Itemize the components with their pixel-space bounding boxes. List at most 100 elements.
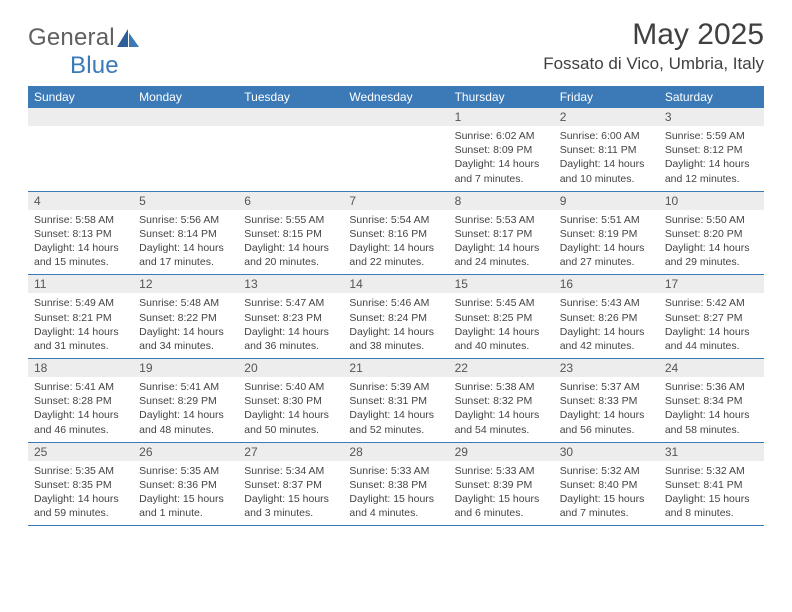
calendar-page: GeneralBlue May 2025 Fossato di Vico, Um… bbox=[0, 0, 792, 526]
day-cell: Sunrise: 5:49 AMSunset: 8:21 PMDaylight:… bbox=[28, 293, 133, 358]
day-cell bbox=[238, 126, 343, 191]
day-cell: Sunrise: 5:35 AMSunset: 8:36 PMDaylight:… bbox=[133, 461, 238, 526]
day-number: 8 bbox=[449, 192, 554, 210]
day-number: 14 bbox=[343, 275, 448, 293]
day-cell: Sunrise: 5:39 AMSunset: 8:31 PMDaylight:… bbox=[343, 377, 448, 442]
daylight-text: Daylight: 14 hours and 46 minutes. bbox=[34, 408, 127, 436]
sunset-text: Sunset: 8:19 PM bbox=[560, 227, 653, 241]
sunset-text: Sunset: 8:25 PM bbox=[455, 311, 548, 325]
daylight-text: Daylight: 15 hours and 6 minutes. bbox=[455, 492, 548, 520]
brand-part2: Blue bbox=[70, 52, 119, 79]
daylight-text: Daylight: 15 hours and 3 minutes. bbox=[244, 492, 337, 520]
day-cell: Sunrise: 5:48 AMSunset: 8:22 PMDaylight:… bbox=[133, 293, 238, 358]
day-cell: Sunrise: 5:55 AMSunset: 8:15 PMDaylight:… bbox=[238, 210, 343, 275]
weekday-header: Monday bbox=[133, 86, 238, 108]
day-number: 13 bbox=[238, 275, 343, 293]
daylight-text: Daylight: 15 hours and 8 minutes. bbox=[665, 492, 758, 520]
day-number: 6 bbox=[238, 192, 343, 210]
day-number: 7 bbox=[343, 192, 448, 210]
sunrise-text: Sunrise: 5:51 AM bbox=[560, 213, 653, 227]
day-number: 15 bbox=[449, 275, 554, 293]
day-number: 22 bbox=[449, 359, 554, 377]
day-cell: Sunrise: 6:00 AMSunset: 8:11 PMDaylight:… bbox=[554, 126, 659, 191]
daylight-text: Daylight: 14 hours and 59 minutes. bbox=[34, 492, 127, 520]
sunrise-text: Sunrise: 5:36 AM bbox=[665, 380, 758, 394]
sunrise-text: Sunrise: 5:47 AM bbox=[244, 296, 337, 310]
day-number: 27 bbox=[238, 443, 343, 461]
daylight-text: Daylight: 14 hours and 10 minutes. bbox=[560, 157, 653, 185]
day-cell: Sunrise: 5:41 AMSunset: 8:29 PMDaylight:… bbox=[133, 377, 238, 442]
daylight-text: Daylight: 14 hours and 20 minutes. bbox=[244, 241, 337, 269]
sunset-text: Sunset: 8:15 PM bbox=[244, 227, 337, 241]
daylight-text: Daylight: 14 hours and 40 minutes. bbox=[455, 325, 548, 353]
sunrise-text: Sunrise: 5:34 AM bbox=[244, 464, 337, 478]
day-cell: Sunrise: 5:37 AMSunset: 8:33 PMDaylight:… bbox=[554, 377, 659, 442]
sunset-text: Sunset: 8:27 PM bbox=[665, 311, 758, 325]
sunrise-text: Sunrise: 5:42 AM bbox=[665, 296, 758, 310]
sunrise-text: Sunrise: 5:33 AM bbox=[455, 464, 548, 478]
sunset-text: Sunset: 8:31 PM bbox=[349, 394, 442, 408]
day-cell: Sunrise: 5:45 AMSunset: 8:25 PMDaylight:… bbox=[449, 293, 554, 358]
sunset-text: Sunset: 8:16 PM bbox=[349, 227, 442, 241]
calendar-week: 45678910Sunrise: 5:58 AMSunset: 8:13 PMD… bbox=[28, 192, 764, 276]
day-cell: Sunrise: 5:33 AMSunset: 8:38 PMDaylight:… bbox=[343, 461, 448, 526]
sunset-text: Sunset: 8:09 PM bbox=[455, 143, 548, 157]
sunset-text: Sunset: 8:36 PM bbox=[139, 478, 232, 492]
location-text: Fossato di Vico, Umbria, Italy bbox=[543, 54, 764, 74]
day-number: 29 bbox=[449, 443, 554, 461]
sunset-text: Sunset: 8:40 PM bbox=[560, 478, 653, 492]
daylight-text: Daylight: 14 hours and 52 minutes. bbox=[349, 408, 442, 436]
day-cell: Sunrise: 5:47 AMSunset: 8:23 PMDaylight:… bbox=[238, 293, 343, 358]
sunset-text: Sunset: 8:29 PM bbox=[139, 394, 232, 408]
day-number: 1 bbox=[449, 108, 554, 126]
sunrise-text: Sunrise: 5:35 AM bbox=[139, 464, 232, 478]
day-number: 28 bbox=[343, 443, 448, 461]
day-number: 26 bbox=[133, 443, 238, 461]
day-number: 10 bbox=[659, 192, 764, 210]
day-number: 18 bbox=[28, 359, 133, 377]
daylight-text: Daylight: 14 hours and 31 minutes. bbox=[34, 325, 127, 353]
day-cell: Sunrise: 5:35 AMSunset: 8:35 PMDaylight:… bbox=[28, 461, 133, 526]
sunset-text: Sunset: 8:26 PM bbox=[560, 311, 653, 325]
sunrise-text: Sunrise: 5:43 AM bbox=[560, 296, 653, 310]
sunrise-text: Sunrise: 5:39 AM bbox=[349, 380, 442, 394]
calendar-week: 18192021222324Sunrise: 5:41 AMSunset: 8:… bbox=[28, 359, 764, 443]
weekday-header-row: Sunday Monday Tuesday Wednesday Thursday… bbox=[28, 86, 764, 108]
day-cell: Sunrise: 5:43 AMSunset: 8:26 PMDaylight:… bbox=[554, 293, 659, 358]
day-number: 21 bbox=[343, 359, 448, 377]
sunset-text: Sunset: 8:17 PM bbox=[455, 227, 548, 241]
day-number bbox=[28, 108, 133, 126]
month-title: May 2025 bbox=[543, 18, 764, 52]
daylight-text: Daylight: 14 hours and 29 minutes. bbox=[665, 241, 758, 269]
sail-icon bbox=[117, 29, 139, 47]
sunrise-text: Sunrise: 5:35 AM bbox=[34, 464, 127, 478]
weekday-header: Thursday bbox=[449, 86, 554, 108]
sunrise-text: Sunrise: 5:41 AM bbox=[139, 380, 232, 394]
day-cell: Sunrise: 5:59 AMSunset: 8:12 PMDaylight:… bbox=[659, 126, 764, 191]
day-cell: Sunrise: 5:32 AMSunset: 8:40 PMDaylight:… bbox=[554, 461, 659, 526]
day-number: 30 bbox=[554, 443, 659, 461]
calendar-grid: Sunday Monday Tuesday Wednesday Thursday… bbox=[28, 86, 764, 526]
day-cell: Sunrise: 5:56 AMSunset: 8:14 PMDaylight:… bbox=[133, 210, 238, 275]
daylight-text: Daylight: 14 hours and 15 minutes. bbox=[34, 241, 127, 269]
calendar-week: 11121314151617Sunrise: 5:49 AMSunset: 8:… bbox=[28, 275, 764, 359]
daylight-text: Daylight: 15 hours and 4 minutes. bbox=[349, 492, 442, 520]
daylight-text: Daylight: 14 hours and 48 minutes. bbox=[139, 408, 232, 436]
daylight-text: Daylight: 14 hours and 56 minutes. bbox=[560, 408, 653, 436]
day-cell bbox=[133, 126, 238, 191]
sunrise-text: Sunrise: 5:40 AM bbox=[244, 380, 337, 394]
day-number: 20 bbox=[238, 359, 343, 377]
sunrise-text: Sunrise: 5:32 AM bbox=[560, 464, 653, 478]
sunrise-text: Sunrise: 5:33 AM bbox=[349, 464, 442, 478]
day-number: 4 bbox=[28, 192, 133, 210]
sunset-text: Sunset: 8:28 PM bbox=[34, 394, 127, 408]
sunset-text: Sunset: 8:13 PM bbox=[34, 227, 127, 241]
daylight-text: Daylight: 14 hours and 7 minutes. bbox=[455, 157, 548, 185]
sunrise-text: Sunrise: 5:50 AM bbox=[665, 213, 758, 227]
day-cell bbox=[28, 126, 133, 191]
daylight-text: Daylight: 14 hours and 38 minutes. bbox=[349, 325, 442, 353]
daylight-text: Daylight: 14 hours and 27 minutes. bbox=[560, 241, 653, 269]
daylight-text: Daylight: 14 hours and 42 minutes. bbox=[560, 325, 653, 353]
daylight-text: Daylight: 14 hours and 34 minutes. bbox=[139, 325, 232, 353]
day-cell: Sunrise: 5:40 AMSunset: 8:30 PMDaylight:… bbox=[238, 377, 343, 442]
